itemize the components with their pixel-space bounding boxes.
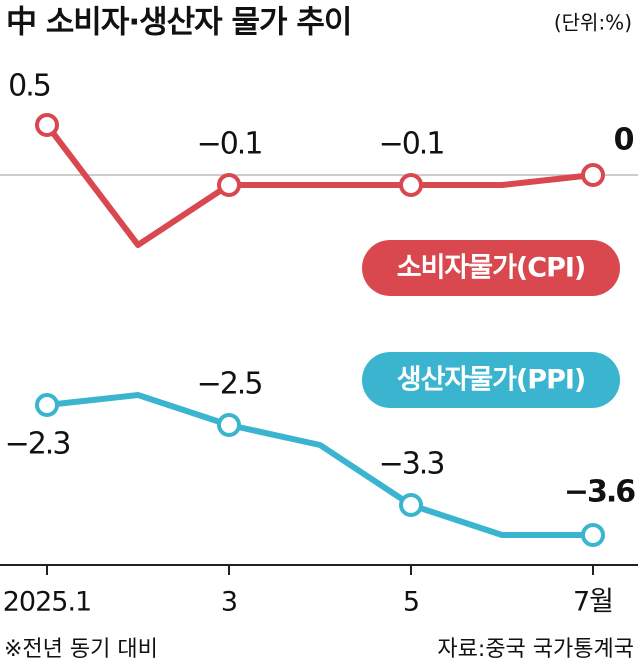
line [46,392,593,538]
data-label: −3.6 [564,475,635,510]
marker [399,173,423,197]
marker [581,163,605,187]
marker [217,173,241,197]
chart-title: 中 소비자·생산자 물가 추이 [6,5,351,41]
marker [217,413,241,437]
marker [35,113,59,137]
legend-badge [362,352,620,408]
data-label: −2.3 [5,427,70,462]
data-label: −0.1 [197,127,262,162]
x-tick-label: 7월 [573,587,613,618]
legend-label: 소비자물가(CPI) [397,253,586,284]
source: 자료:중국 국가통계국 [437,637,634,662]
data-label: 0.5 [8,69,50,104]
data-label: −2.5 [197,367,262,402]
x-tick-label: 3 [221,587,237,618]
x-tick-label: 5 [403,587,419,618]
data-label: 0 [614,123,634,158]
x-tick-label: 2025.1 [3,587,91,618]
data-label: −0.1 [379,127,444,162]
marker [581,523,605,547]
data-label: −3.3 [379,447,444,482]
legend-badge [362,240,620,296]
unit-label: (단위:%) [554,11,632,35]
note: ※전년 동기 대비 [4,637,158,662]
marker [35,393,59,417]
line [44,123,594,248]
marker [399,493,423,517]
legend-label: 생산자물가(PPI) [397,365,586,396]
